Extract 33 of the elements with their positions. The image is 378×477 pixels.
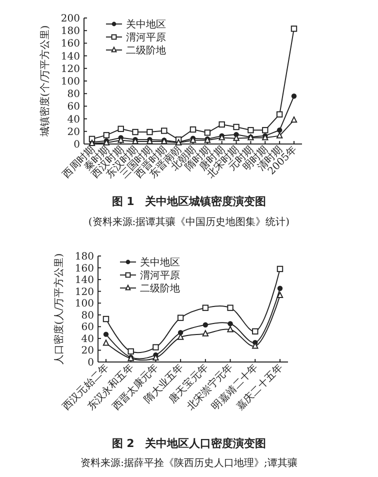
legend-label: 二级阶地 [126, 44, 166, 56]
legend-label: 二级阶地 [140, 282, 180, 294]
y-tick-label: 140 [60, 51, 80, 62]
y-tick-label: 100 [74, 298, 94, 310]
y-tick-label: 20 [81, 346, 94, 357]
text: 图 1 关中地区城镇密度演变图 [112, 195, 266, 208]
y-tick-label: 60 [67, 102, 80, 113]
y-tick-label: 40 [67, 114, 80, 126]
y-tick-label: 60 [81, 322, 94, 334]
y-tick-label: 180 [74, 252, 94, 262]
legend-label: 渭河平原 [140, 270, 180, 282]
y-axis-title: 人口密度(人/万平方公里) [53, 253, 65, 365]
y-tick-label: 160 [60, 38, 80, 50]
y-tick-label: 20 [67, 126, 80, 138]
y-tick-label: 200 [60, 14, 80, 24]
y-axis-title: 城镇密度(个/万平方公里) [39, 25, 51, 138]
y-tick-label: 80 [81, 310, 94, 322]
y-tick-label: 0 [74, 140, 80, 150]
y-tick-label: 120 [74, 286, 94, 298]
y-tick-label: 100 [60, 76, 80, 88]
text: 图 2 关中地区人口密度演变图 [112, 437, 266, 450]
y-tick-label: 40 [81, 334, 94, 345]
legend-label: 关中地区 [140, 256, 180, 268]
y-tick-label: 120 [60, 64, 80, 75]
text: 资料来源:据薛平拴《陕西历史人口地理》;谭其骧 [80, 457, 298, 469]
legend-label: 渭河平原 [126, 32, 166, 44]
y-tick-label: 180 [60, 26, 80, 38]
y-tick-label: 80 [67, 89, 80, 100]
y-tick-label: 0 [88, 358, 94, 368]
y-tick-label: 160 [74, 263, 94, 274]
y-tick-label: 140 [74, 275, 94, 286]
text: (资料来源:据谭其骧《中国历史地图集》统计) [88, 216, 290, 228]
legend-label: 关中地区 [126, 18, 166, 30]
